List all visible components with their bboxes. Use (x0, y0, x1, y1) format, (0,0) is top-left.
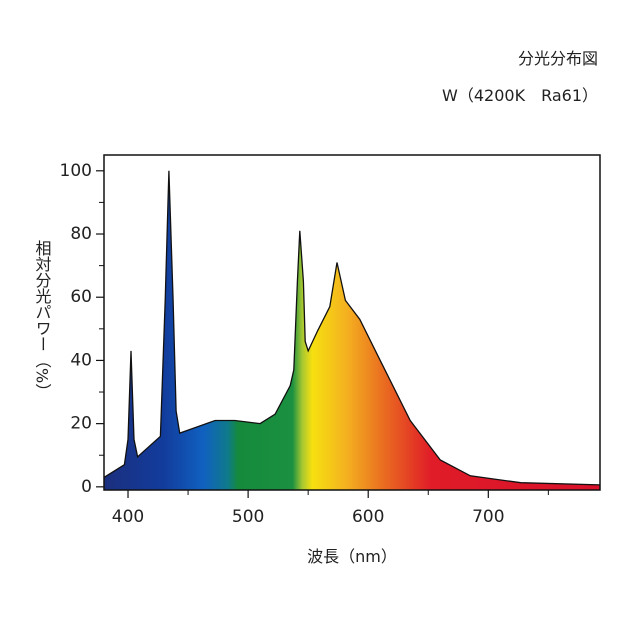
y-tick-label: 100 (60, 161, 92, 181)
y-axis-label: 相対分光パワー（%） (33, 240, 52, 399)
y-tick-label: 60 (70, 287, 92, 307)
x-tick-label: 600 (352, 507, 384, 527)
x-tick-label: 400 (112, 507, 144, 527)
y-tick-label: 80 (70, 224, 92, 244)
x-tick-label: 700 (472, 507, 504, 527)
y-tick-label: 40 (70, 350, 92, 370)
y-tick-label: 0 (81, 477, 92, 497)
spectrum-area (104, 170, 600, 491)
x-axis-label: 波長（nm） (307, 547, 397, 566)
chart-title: 分光分布図 (518, 49, 598, 68)
plot-frame (103, 154, 601, 491)
y-tick-label: 20 (70, 414, 92, 434)
chart-subtitle: W（4200K Ra61） (442, 86, 598, 105)
spectrum-line (103, 170, 601, 486)
x-tick-label: 500 (232, 507, 264, 527)
